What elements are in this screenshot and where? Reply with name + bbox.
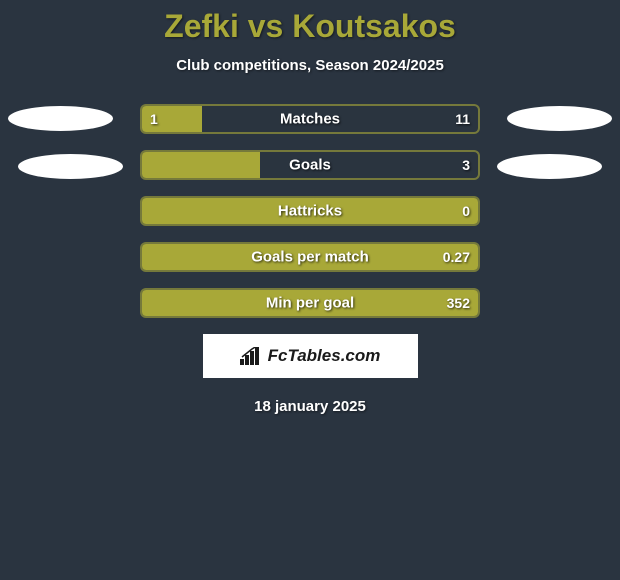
subtitle: Club competitions, Season 2024/2025 bbox=[0, 57, 620, 74]
logo-text: FcTables.com bbox=[268, 346, 381, 366]
stat-value-left: 1 bbox=[150, 111, 158, 127]
page-title: Zefki vs Koutsakos bbox=[0, 8, 620, 45]
bar-fill-left bbox=[142, 152, 260, 178]
stat-row-matches: 1 Matches 11 bbox=[140, 104, 480, 134]
stat-bars: 1 Matches 11 Goals 3 Hattricks 0 bbox=[140, 104, 480, 318]
avatar-placeholder-right-2 bbox=[497, 154, 602, 179]
avatar-placeholder-right-1 bbox=[507, 106, 612, 131]
date-text: 18 january 2025 bbox=[0, 398, 620, 415]
stats-area: 1 Matches 11 Goals 3 Hattricks 0 bbox=[0, 104, 620, 415]
avatar-placeholder-left-2 bbox=[18, 154, 123, 179]
stat-row-goals-per-match: Goals per match 0.27 bbox=[140, 242, 480, 272]
stat-label: Matches bbox=[280, 111, 340, 128]
stat-label: Min per goal bbox=[266, 295, 354, 312]
chart-icon bbox=[240, 347, 262, 365]
stat-label: Goals per match bbox=[251, 249, 369, 266]
stat-row-hattricks: Hattricks 0 bbox=[140, 196, 480, 226]
stat-row-goals: Goals 3 bbox=[140, 150, 480, 180]
stat-value-right: 352 bbox=[447, 295, 470, 311]
stat-value-right: 0 bbox=[462, 203, 470, 219]
stat-value-right: 3 bbox=[462, 157, 470, 173]
avatar-placeholder-left-1 bbox=[8, 106, 113, 131]
stat-value-right: 0.27 bbox=[443, 249, 470, 265]
fctables-logo[interactable]: FcTables.com bbox=[203, 334, 418, 378]
stat-label: Hattricks bbox=[278, 203, 342, 220]
main-container: Zefki vs Koutsakos Club competitions, Se… bbox=[0, 0, 620, 415]
stat-label: Goals bbox=[289, 157, 331, 174]
stat-value-right: 11 bbox=[455, 111, 470, 127]
stat-row-min-per-goal: Min per goal 352 bbox=[140, 288, 480, 318]
